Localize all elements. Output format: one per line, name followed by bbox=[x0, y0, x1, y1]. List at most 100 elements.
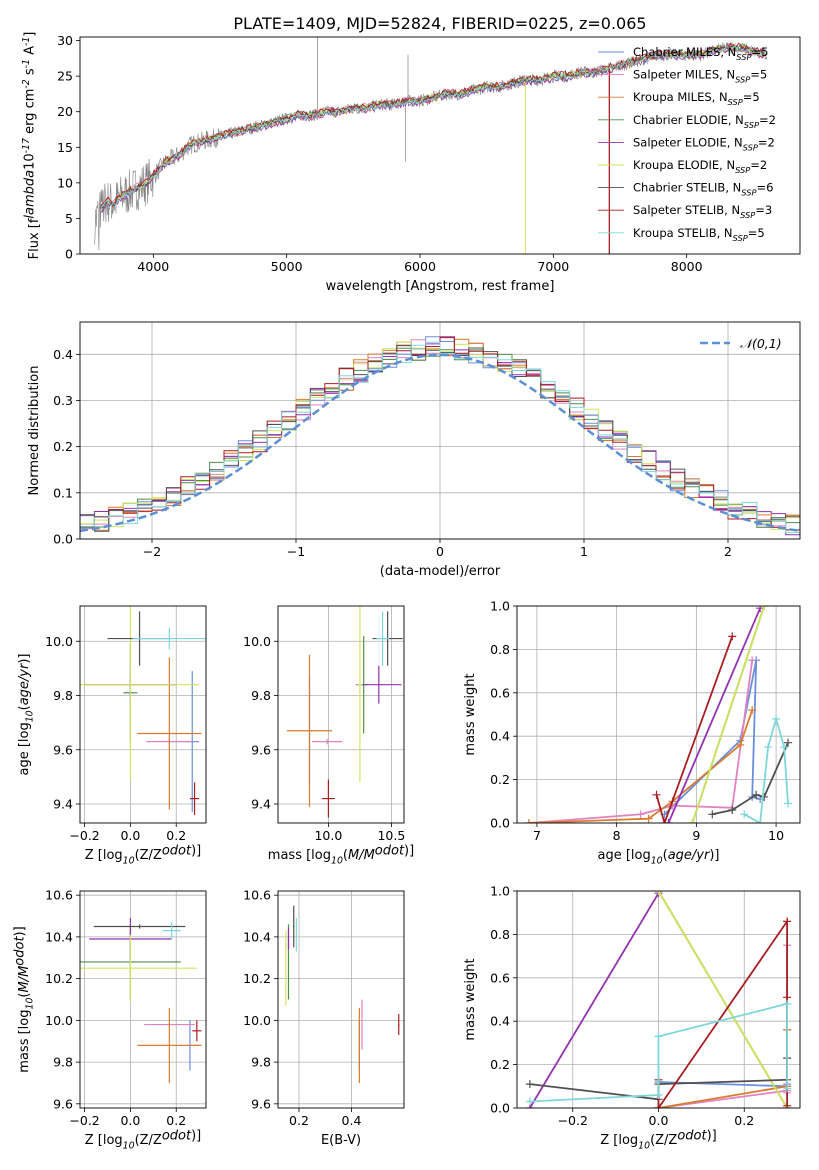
label-part: mass [log bbox=[17, 1010, 32, 1073]
x-tick-label: −2 bbox=[143, 544, 161, 559]
label-part: 𝒩(0,1) bbox=[740, 336, 782, 351]
label-part: odot bbox=[162, 1128, 192, 1143]
series-marker bbox=[688, 819, 697, 823]
histogram-kroupa-stelib bbox=[80, 341, 800, 534]
label-part: 10 bbox=[638, 1141, 650, 1152]
chart-mass_vs_Z: −0.2 0.0 0.29.69.810.010.210.410.6Z [log10… bbox=[12, 888, 207, 1152]
x-tick-label: −0.2 bbox=[558, 1113, 588, 1128]
label-part: A bbox=[22, 46, 37, 59]
series-marker bbox=[736, 740, 745, 749]
errorbar-kroupa-miles bbox=[358, 1007, 360, 1083]
label-part: SSP bbox=[744, 120, 759, 130]
legend-label: Salpeter MILES, NSSP=5 bbox=[633, 68, 767, 85]
label-part: Z [log bbox=[85, 1133, 123, 1148]
label-part: SSP bbox=[733, 233, 748, 243]
x-tick-label: 4000 bbox=[137, 259, 169, 274]
y-tick-label: 10.0 bbox=[45, 634, 73, 649]
label-part: Salpeter ELODIE, N bbox=[633, 135, 743, 149]
y-tick-label: 0.1 bbox=[53, 485, 73, 500]
y-axis-label: Flux [flambda10-17 erg cm-2 s-1 A-1] bbox=[21, 32, 42, 260]
series-marker bbox=[780, 743, 789, 752]
y-tick-label: 0.6 bbox=[490, 685, 510, 700]
axes-frame bbox=[79, 605, 207, 824]
y-tick-label: 10.0 bbox=[45, 1013, 73, 1028]
y-tick-label: 9.6 bbox=[53, 742, 73, 757]
errorbar-kroupa-miles bbox=[137, 1007, 202, 1083]
x-tick-label: 0 bbox=[436, 544, 444, 559]
series-salpeter-elodie bbox=[664, 606, 765, 823]
plot-area bbox=[80, 606, 206, 815]
series-marker bbox=[748, 656, 757, 665]
series-kroupa-elodie bbox=[688, 606, 769, 823]
series-kroupa-miles bbox=[524, 706, 757, 823]
label-part: SSP bbox=[728, 97, 743, 107]
chart-spectrum: 4000 5000 6000 7000 8000 0 5 10 15 20 25 30 waveleng… bbox=[21, 32, 801, 294]
y-tick-label: 0.3 bbox=[53, 393, 73, 408]
label-part: ( bbox=[663, 848, 668, 863]
y-tick-label: 10.4 bbox=[45, 929, 73, 944]
y-axis-label: mass weight bbox=[463, 958, 478, 1040]
x-tick-label: −1 bbox=[287, 544, 305, 559]
label-part: Kroupa ELODIE, N bbox=[633, 158, 735, 172]
y-tick-label: 0.6 bbox=[490, 970, 510, 985]
label-part: Salpeter MILES, N bbox=[633, 68, 735, 82]
label-part: SSP bbox=[735, 75, 750, 85]
errorbar-kroupa-stelib bbox=[132, 627, 206, 650]
errorbar-kroupa-stelib bbox=[295, 918, 297, 952]
y-tick-label: 0.0 bbox=[490, 1101, 510, 1116]
series-marker bbox=[752, 790, 761, 799]
y-tick-label: 9.6 bbox=[251, 742, 271, 757]
x-tick-label: 0.0 bbox=[649, 1113, 669, 1128]
legend: 𝒩(0,1) bbox=[700, 336, 782, 351]
errorbar-kroupa-elodie bbox=[357, 606, 363, 783]
label-part: SSP bbox=[743, 142, 758, 152]
y-tick-label: 0.2 bbox=[490, 1057, 510, 1072]
series-marker bbox=[525, 1080, 534, 1089]
errorbar-salpeter-stelib bbox=[192, 1020, 202, 1042]
label-part: =5 bbox=[751, 45, 768, 59]
series-marker bbox=[664, 819, 673, 823]
label-part: 10 bbox=[123, 856, 135, 867]
series-marker bbox=[756, 819, 765, 823]
label-part: Salpeter STELIB, N bbox=[633, 203, 740, 217]
x-axis-label: Z [log10(Z/Zodot)] bbox=[85, 843, 202, 866]
errorbar-kroupa-elodie bbox=[285, 930, 287, 1006]
label-part: 10 bbox=[22, 153, 37, 170]
series-marker bbox=[652, 790, 661, 799]
axes-frame bbox=[277, 890, 405, 1109]
x-axis-label: age [log10(age/yr)] bbox=[597, 848, 719, 867]
x-tick-label: 0.2 bbox=[289, 1113, 309, 1128]
x-axis-label: Z [log10(Z/Zodot)] bbox=[600, 1128, 717, 1151]
axes-frame bbox=[516, 890, 801, 1109]
x-tick-label: 1 bbox=[580, 544, 588, 559]
label-part: age/yr bbox=[17, 662, 32, 705]
legend-label: Chabrier ELODIE, NSSP=2 bbox=[633, 113, 776, 130]
x-tick-label: 8000 bbox=[671, 259, 703, 274]
errorbar-salpeter-elodie bbox=[356, 665, 402, 704]
series-line bbox=[658, 1029, 788, 1108]
x-tick-label: 0.2 bbox=[734, 1113, 754, 1128]
series-marker bbox=[784, 799, 793, 808]
series-line bbox=[663, 660, 761, 815]
label-part: (Z/Z bbox=[650, 1133, 677, 1148]
label-part: 10 bbox=[25, 998, 36, 1010]
y-tick-label: 0.4 bbox=[53, 347, 73, 362]
errorbar-salpeter-stelib bbox=[398, 1014, 400, 1035]
y-tick-label: 1.0 bbox=[490, 884, 510, 899]
label-part: odot bbox=[375, 843, 405, 858]
y-tick-label: 20 bbox=[57, 104, 73, 119]
axes-frame bbox=[79, 36, 801, 255]
y-tick-label: 9.6 bbox=[53, 1096, 73, 1111]
x-tick-label: 7 bbox=[533, 828, 541, 843]
plot-area bbox=[80, 336, 800, 536]
x-axis-label: wavelength [Angstrom, rest frame] bbox=[326, 279, 555, 294]
label-part: ( bbox=[343, 848, 348, 863]
y-tick-label: 0.2 bbox=[490, 772, 510, 787]
series-marker bbox=[654, 1090, 663, 1099]
errorbar-kroupa-stelib bbox=[162, 922, 181, 939]
y-tick-label: 0 bbox=[65, 247, 73, 262]
series-marker bbox=[764, 743, 773, 752]
series-marker bbox=[760, 792, 769, 801]
